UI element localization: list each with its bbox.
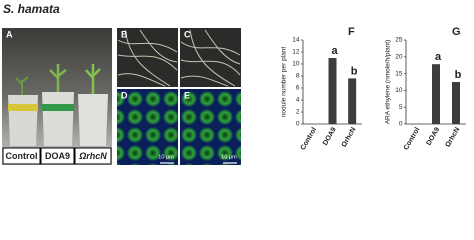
photo-label: Control bbox=[6, 151, 38, 161]
y-tick-label: 0 bbox=[399, 121, 403, 128]
y-tick-label: 5 bbox=[399, 104, 403, 111]
x-tick-label: ΩrhcN bbox=[341, 126, 358, 148]
significance-letter: b bbox=[455, 69, 462, 81]
panel-label: B bbox=[121, 29, 128, 39]
panel-label: A bbox=[6, 29, 13, 39]
y-tick-label: 20 bbox=[395, 54, 403, 61]
x-tick-label: DOA9 bbox=[322, 126, 338, 146]
bar bbox=[432, 64, 440, 124]
panel-label: G bbox=[452, 26, 461, 38]
y-tick-label: 14 bbox=[292, 37, 300, 44]
bar bbox=[328, 58, 337, 124]
panel-label: E bbox=[184, 90, 190, 100]
panel-label: C bbox=[184, 29, 191, 39]
panel-label: F bbox=[348, 26, 355, 38]
x-tick-label: ΩrhcN bbox=[444, 126, 461, 148]
y-tick-label: 8 bbox=[296, 73, 300, 80]
y-tick-label: 15 bbox=[395, 70, 403, 77]
y-axis-label: nodule number per plant bbox=[281, 47, 288, 118]
bar bbox=[348, 78, 357, 124]
pots bbox=[8, 64, 108, 146]
photo-label: DOA9 bbox=[45, 151, 70, 161]
y-tick-label: 25 bbox=[395, 37, 403, 44]
y-tick-label: 10 bbox=[395, 87, 403, 94]
scale-label: 10 μm bbox=[158, 154, 174, 160]
x-tick-label: Control bbox=[403, 126, 422, 151]
panel-label: D bbox=[121, 90, 128, 100]
label-box bbox=[40, 147, 75, 165]
x-tick-label: DOA9 bbox=[426, 126, 442, 146]
roots bbox=[117, 29, 241, 87]
label-box bbox=[2, 147, 41, 165]
significance-letter: a bbox=[331, 45, 338, 57]
photo-label: ΩrhcN bbox=[78, 151, 107, 161]
x-tick-label: Control bbox=[300, 126, 319, 151]
y-tick-label: 12 bbox=[292, 49, 300, 56]
photo-confocal bbox=[117, 89, 178, 165]
figure-title: S. hamata bbox=[3, 2, 60, 16]
y-tick-label: 4 bbox=[296, 97, 300, 104]
significance-letter: b bbox=[351, 65, 358, 77]
bar bbox=[452, 82, 460, 124]
significance-letter: a bbox=[435, 51, 442, 63]
scale-label: 10 μm bbox=[221, 154, 237, 160]
label-box bbox=[74, 147, 112, 165]
photo-confocal bbox=[180, 89, 241, 165]
y-tick-label: 6 bbox=[296, 85, 300, 92]
y-axis-label: ARA ethylene (nmole/h/plant) bbox=[385, 40, 392, 125]
y-tick-label: 2 bbox=[296, 109, 300, 116]
y-tick-label: 0 bbox=[296, 121, 300, 128]
y-tick-label: 10 bbox=[292, 61, 300, 68]
figure: S. hamata Control DOA9 ΩrhcN A B C D E 1… bbox=[2, 2, 466, 165]
